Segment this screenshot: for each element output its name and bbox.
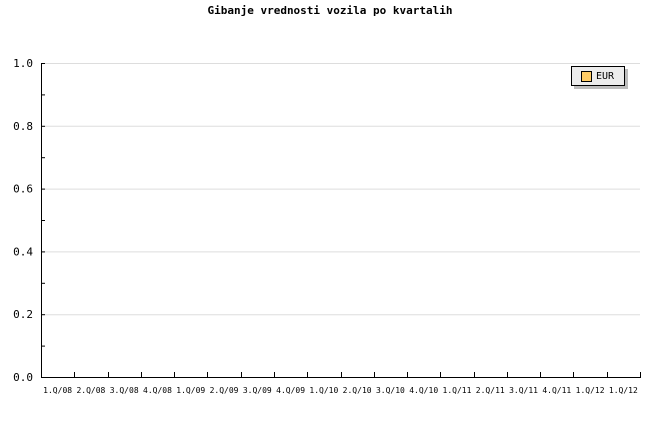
- x-tick-label: 4.Q/10: [409, 386, 438, 395]
- x-tick-label: 1.Q/09: [176, 386, 205, 395]
- x-tick-label: 1.Q/12: [576, 386, 605, 395]
- x-tick-label: 4.Q/08: [143, 386, 172, 395]
- x-tick-label: 3.Q/11: [509, 386, 538, 395]
- legend: EUR: [571, 66, 625, 86]
- legend-label-eur: EUR: [596, 70, 615, 82]
- x-tick-label: 2.Q/08: [76, 386, 105, 395]
- y-tick-label: 0.8: [13, 120, 33, 133]
- x-tick-label: 1.Q/10: [309, 386, 338, 395]
- x-tick-label: 2.Q/11: [476, 386, 505, 395]
- x-tick-label: 4.Q/11: [542, 386, 571, 395]
- x-tick-label: 3.Q/10: [376, 386, 405, 395]
- x-tick-label: 3.Q/08: [110, 386, 139, 395]
- x-tick-label: 1.Q/12: [609, 386, 638, 395]
- chart-title: Gibanje vrednosti vozila po kvartalih: [207, 4, 453, 17]
- x-tick-label: 1.Q/08: [43, 386, 72, 395]
- y-tick-label: 0.0: [13, 371, 33, 384]
- x-tick-label: 4.Q/09: [276, 386, 305, 395]
- x-tick-label: 1.Q/11: [443, 386, 472, 395]
- y-tick-label: 0.4: [13, 245, 33, 258]
- y-tick-label: 0.2: [13, 308, 33, 321]
- x-tick-label: 2.Q/10: [343, 386, 372, 395]
- y-tick-label: 1.0: [13, 57, 33, 70]
- y-tick-label: 0.6: [13, 183, 33, 196]
- x-tick-label: 3.Q/09: [243, 386, 272, 395]
- x-tick-label: 2.Q/09: [210, 386, 239, 395]
- legend-swatch-eur: [581, 70, 592, 82]
